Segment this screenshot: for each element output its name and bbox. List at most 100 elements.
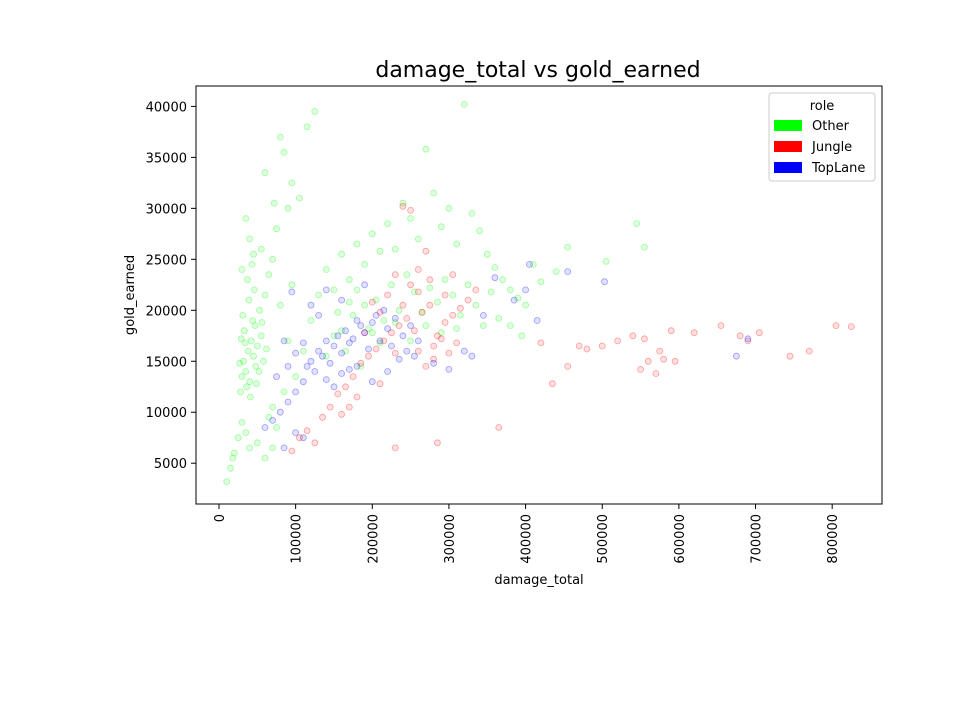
point-other-124 xyxy=(365,325,372,333)
point-other-29 xyxy=(260,357,267,365)
point-jungle-36 xyxy=(422,362,430,370)
point-jungle-11 xyxy=(372,345,380,353)
point-toplane-7 xyxy=(307,357,315,365)
point-toplane-61 xyxy=(564,268,572,276)
point-toplane-13 xyxy=(330,342,338,350)
point-toplane-46 xyxy=(273,373,280,381)
point-toplane-59 xyxy=(526,260,533,268)
point-toplane-64 xyxy=(744,335,752,343)
point-jungle-10 xyxy=(365,352,372,360)
point-other-90 xyxy=(514,294,522,302)
point-other-67 xyxy=(338,250,346,258)
point-toplane-40 xyxy=(338,370,346,377)
point-other-24 xyxy=(250,286,258,294)
point-jungle-72 xyxy=(832,322,840,330)
point-toplane-66 xyxy=(430,359,438,367)
point-other-40 xyxy=(246,235,254,243)
point-other-121 xyxy=(353,286,361,294)
legend-box xyxy=(768,92,876,182)
point-other-119 xyxy=(357,362,365,370)
point-other-134 xyxy=(506,322,514,330)
point-jungle-35 xyxy=(414,347,422,355)
point-other-62 xyxy=(276,301,284,309)
point-jungle-15 xyxy=(403,314,411,322)
legend-title: role xyxy=(810,99,835,114)
point-jungle-18 xyxy=(426,301,434,309)
point-jungle-47 xyxy=(338,410,346,418)
point-jungle-14 xyxy=(395,322,403,330)
point-other-28 xyxy=(256,306,264,314)
legend-swatch-other xyxy=(774,120,802,131)
point-other-76 xyxy=(407,215,415,222)
point-jungle-65 xyxy=(671,357,679,365)
point-toplane-65 xyxy=(460,347,468,355)
point-other-71 xyxy=(368,230,376,238)
x-tick-label-0: 0 xyxy=(213,514,228,522)
point-other-96 xyxy=(338,327,346,335)
y-tick-label-0: 5000 xyxy=(154,457,187,472)
point-toplane-26 xyxy=(380,306,388,314)
point-other-79 xyxy=(430,189,438,197)
point-other-89 xyxy=(506,286,514,294)
point-jungle-31 xyxy=(430,342,438,350)
point-other-95 xyxy=(564,243,572,251)
point-toplane-0 xyxy=(261,424,269,431)
point-toplane-16 xyxy=(342,327,349,335)
point-other-25 xyxy=(246,393,254,401)
point-toplane-18 xyxy=(349,335,357,343)
point-jungle-64 xyxy=(667,327,675,335)
point-jungle-75 xyxy=(637,365,644,373)
point-jungle-51 xyxy=(537,339,545,347)
x-axis-ticks: 0 100000 200000 300000 400000 500000 600000 700… xyxy=(213,504,841,564)
point-jungle-0 xyxy=(288,447,296,455)
point-jungle-45 xyxy=(353,393,361,401)
point-other-50 xyxy=(296,194,303,202)
point-toplane-54 xyxy=(468,352,476,360)
y-tick-label-3: 20000 xyxy=(146,304,187,319)
y-tick-label-1: 10000 xyxy=(146,406,187,421)
point-jungle-68 xyxy=(736,332,744,340)
point-jungle-71 xyxy=(805,347,813,355)
point-toplane-27 xyxy=(384,325,392,333)
point-other-12 xyxy=(244,347,252,355)
x-tick-label-4: 400000 xyxy=(520,514,535,564)
point-other-136 xyxy=(261,454,269,462)
x-axis-label: damage_total xyxy=(494,573,583,588)
point-toplane-24 xyxy=(372,311,380,319)
point-other-4 xyxy=(229,454,237,462)
point-jungle-6 xyxy=(334,390,342,398)
point-toplane-34 xyxy=(410,352,418,360)
point-other-139 xyxy=(273,424,280,431)
point-other-32 xyxy=(248,260,256,268)
point-other-46 xyxy=(273,225,280,233)
point-toplane-1 xyxy=(269,416,277,424)
point-toplane-4 xyxy=(292,388,300,396)
point-other-81 xyxy=(445,204,453,212)
point-toplane-63 xyxy=(733,352,740,360)
point-toplane-17 xyxy=(345,339,353,347)
point-toplane-58 xyxy=(522,286,529,294)
point-toplane-30 xyxy=(395,355,403,363)
point-other-5 xyxy=(238,418,246,426)
x-tick-label-7: 700000 xyxy=(750,514,765,564)
point-toplane-48 xyxy=(368,378,376,386)
point-jungle-1 xyxy=(296,434,303,442)
point-toplane-70 xyxy=(280,444,288,452)
point-other-73 xyxy=(384,220,392,228)
point-toplane-53 xyxy=(361,281,369,289)
point-jungle-8 xyxy=(349,373,357,381)
point-other-103 xyxy=(403,271,411,279)
point-jungle-37 xyxy=(430,355,438,363)
point-other-57 xyxy=(280,388,288,396)
point-other-65 xyxy=(322,266,330,273)
point-other-138 xyxy=(269,444,277,452)
point-other-115 xyxy=(495,314,503,322)
point-jungle-79 xyxy=(449,271,457,279)
point-toplane-45 xyxy=(280,337,288,345)
point-toplane-52 xyxy=(338,296,346,304)
point-toplane-69 xyxy=(299,434,307,442)
point-toplane-62 xyxy=(601,278,608,286)
point-jungle-28 xyxy=(399,202,407,210)
point-other-66 xyxy=(330,286,338,294)
